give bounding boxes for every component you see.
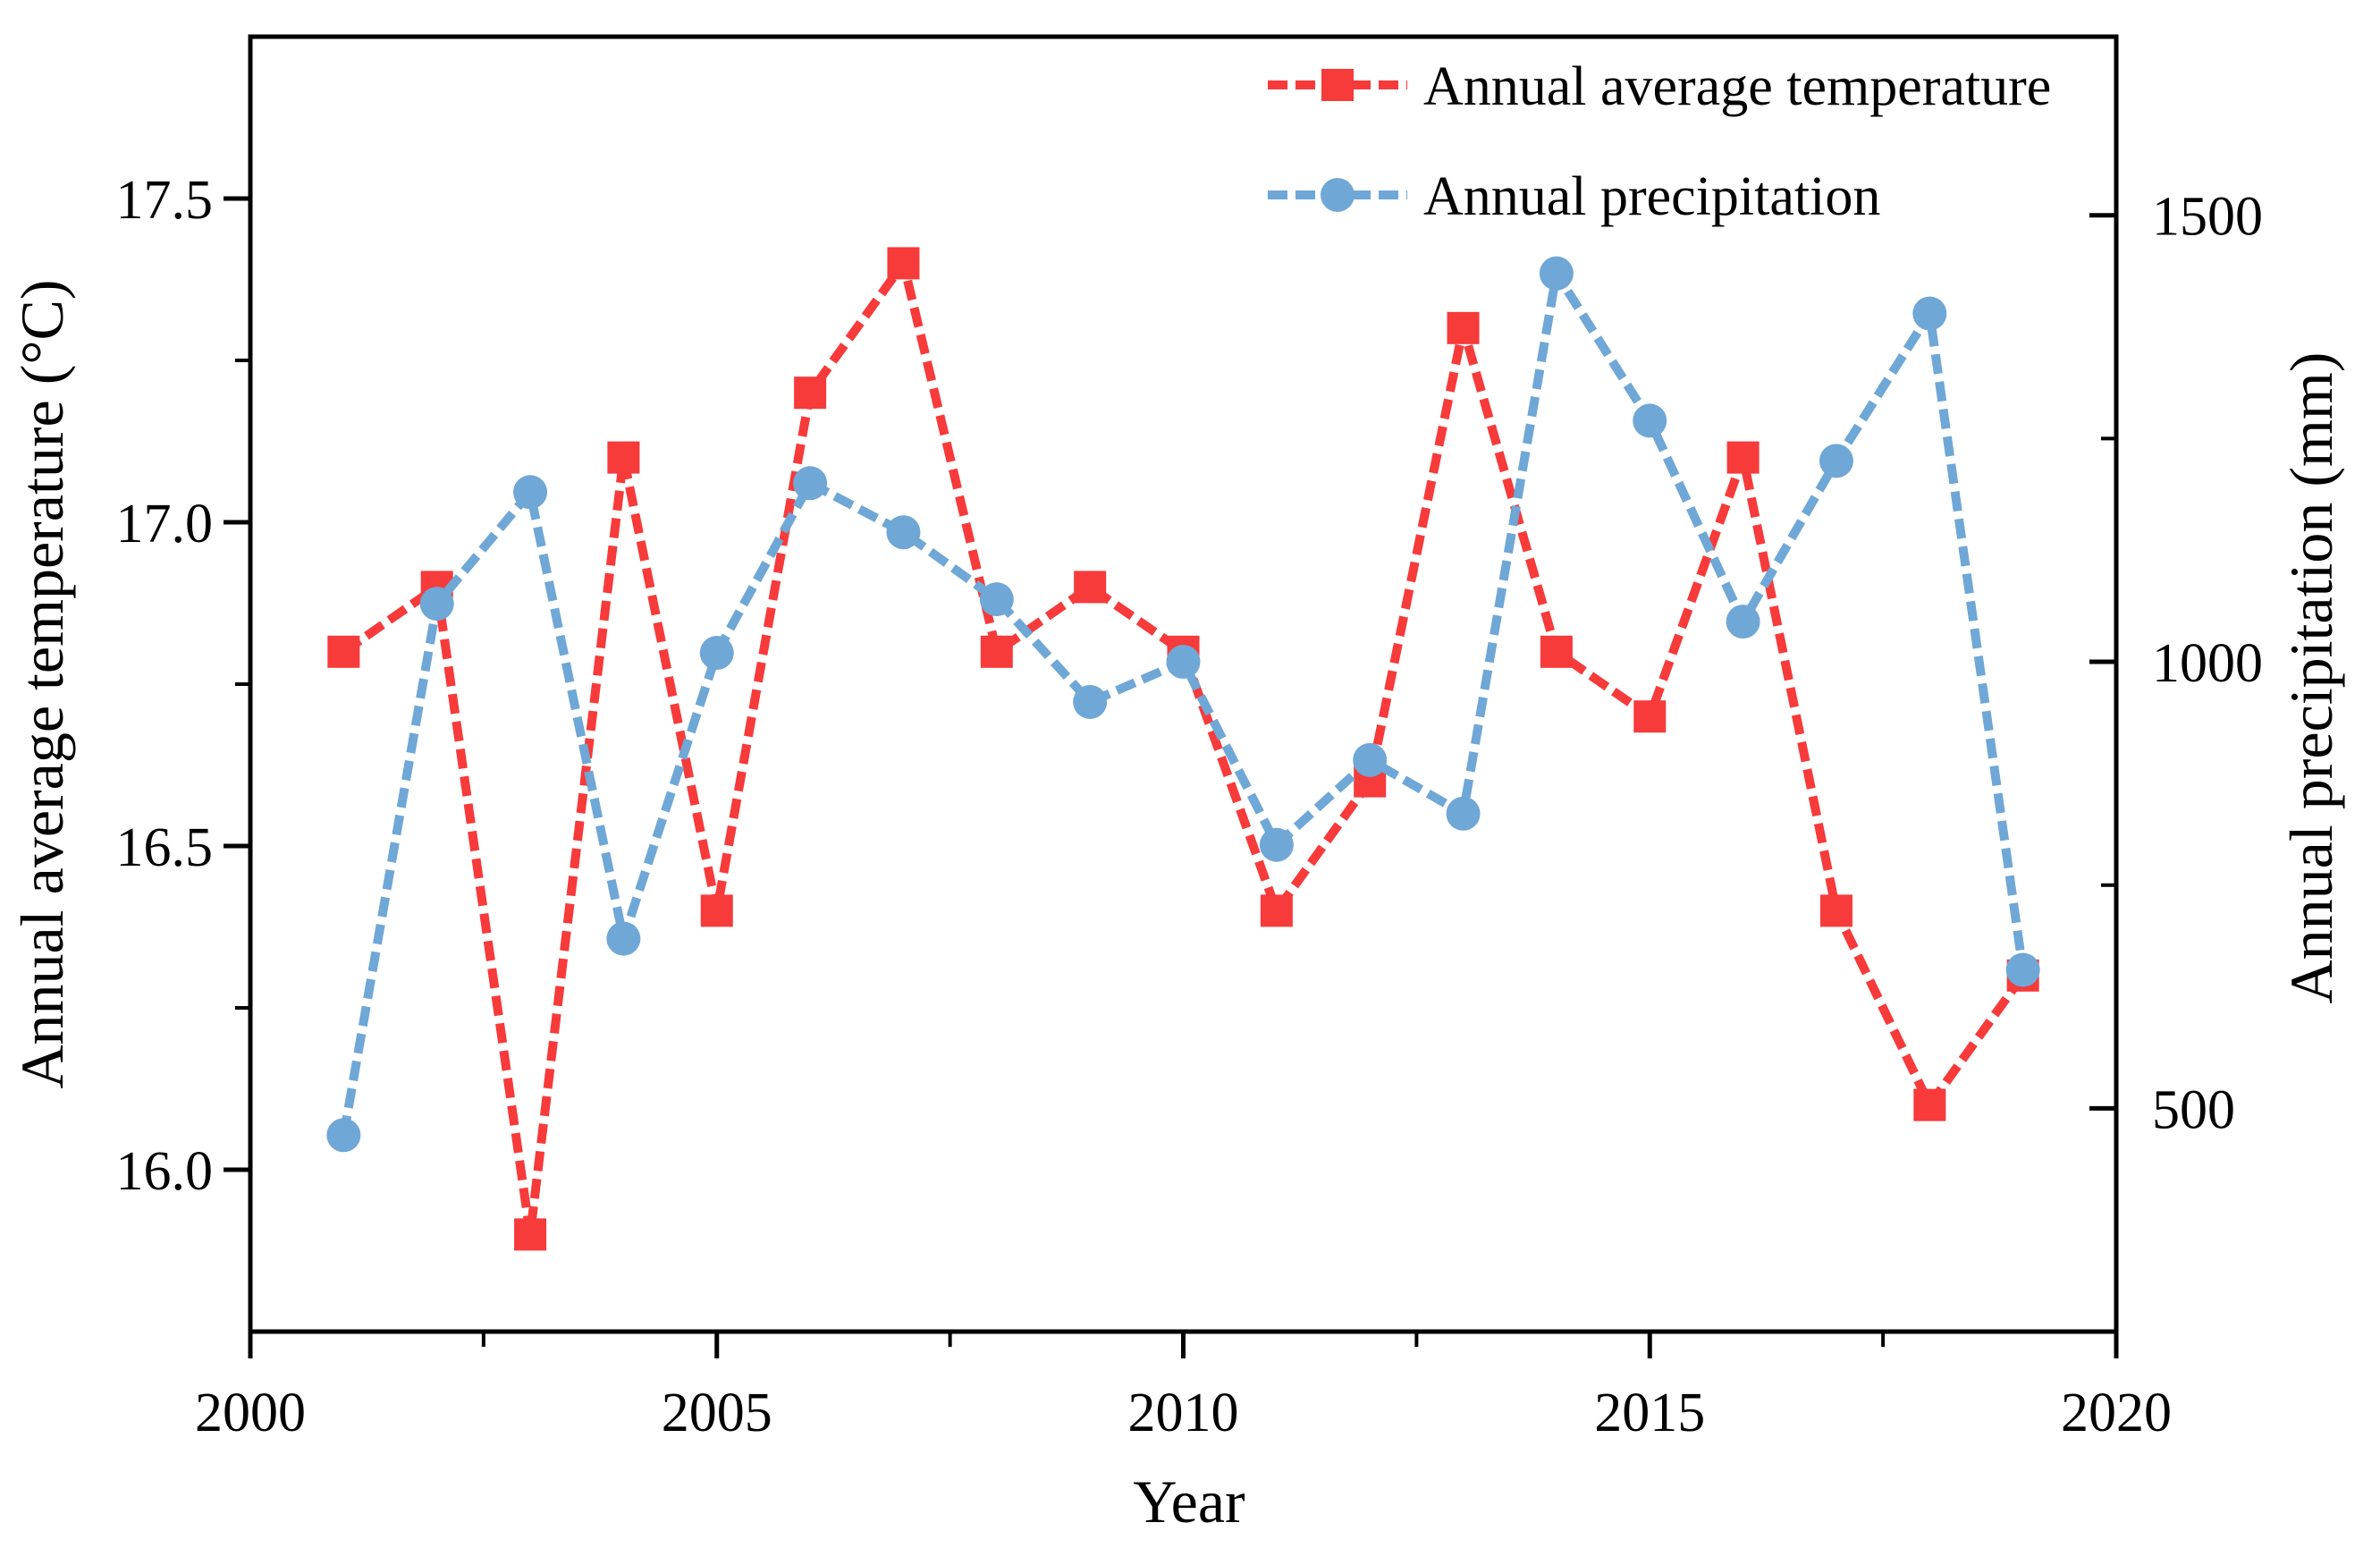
temperature-marker bbox=[887, 247, 920, 280]
y-right-tick-label: 500 bbox=[2152, 1079, 2235, 1140]
y-left-tick-label: 16.0 bbox=[116, 1141, 214, 1202]
precipitation-marker bbox=[1912, 296, 1947, 331]
x-axis-title: Year bbox=[1133, 1468, 1245, 1535]
precipitation-marker bbox=[1259, 827, 1294, 862]
x-tick-label: 2010 bbox=[1128, 1383, 1239, 1443]
precipitation-marker bbox=[419, 587, 454, 622]
temperature-marker bbox=[1913, 1088, 1946, 1121]
x-tick-label: 2005 bbox=[662, 1383, 772, 1443]
left-axis-title: Annual average temperature (°C) bbox=[8, 279, 76, 1088]
plot-area: 2000 2005 2010 2015 2020 16.0 16.5 17.0 17.5 500 1… bbox=[116, 34, 2263, 1443]
x-tick-label: 2015 bbox=[1594, 1383, 1705, 1443]
precipitation-marker bbox=[1353, 742, 1388, 777]
precipitation-marker bbox=[606, 921, 641, 956]
temperature-marker bbox=[700, 894, 733, 927]
precipitation-marker bbox=[2005, 952, 2040, 987]
right-axis-title: Annual precipitation (mm) bbox=[2277, 352, 2345, 1004]
legend-item-temperature: Annual average temperature bbox=[1268, 56, 2051, 117]
precipitation-marker bbox=[793, 466, 828, 501]
temperature-marker bbox=[794, 376, 827, 410]
temperature-marker bbox=[514, 1218, 547, 1251]
y-right-tick-label: 1500 bbox=[2152, 187, 2263, 248]
temperature-marker bbox=[1260, 894, 1293, 927]
precipitation-marker bbox=[1819, 444, 1853, 478]
legend-label-precipitation: Annual precipitation bbox=[1423, 166, 1880, 227]
legend-swatch-temperature bbox=[1321, 69, 1354, 101]
y-left-tick-label: 16.5 bbox=[116, 817, 214, 878]
precipitation-line bbox=[339, 260, 2028, 1137]
temperature-marker bbox=[1726, 441, 1760, 474]
precipitation-marker bbox=[513, 475, 548, 510]
y-left-tick-label: 17.0 bbox=[116, 494, 214, 554]
precipitation-marker bbox=[886, 515, 921, 550]
precipitation-marker bbox=[1073, 684, 1108, 719]
temperature-marker bbox=[1074, 571, 1107, 604]
legend-swatch-precipitation bbox=[1321, 178, 1355, 212]
temperature-marker bbox=[327, 635, 360, 668]
precipitation-marker bbox=[1166, 645, 1201, 680]
temperature-marker bbox=[1633, 700, 1667, 733]
y-right-tick-label: 1000 bbox=[2152, 633, 2263, 694]
temperature-marker bbox=[1819, 894, 1853, 927]
y-left-tick-label: 17.5 bbox=[116, 170, 214, 231]
plot-frame bbox=[248, 34, 2119, 1334]
precipitation-marker bbox=[979, 582, 1014, 617]
precipitation-marker bbox=[1446, 796, 1481, 831]
temperature-line bbox=[341, 252, 2027, 1236]
temperature-marker bbox=[1540, 635, 1573, 668]
legend-item-precipitation: Annual precipitation bbox=[1268, 166, 1880, 227]
precipitation-marker bbox=[326, 1118, 361, 1153]
legend: Annual average temperature Annual precipi… bbox=[1268, 56, 2051, 227]
precipitation-marker bbox=[699, 636, 734, 671]
temperature-marker bbox=[980, 635, 1013, 668]
temperature-marker bbox=[607, 441, 640, 474]
precipitation-marker bbox=[1539, 256, 1574, 291]
x-tick-label: 2020 bbox=[2061, 1383, 2172, 1443]
temperature-marker bbox=[1447, 311, 1480, 344]
legend-label-temperature: Annual average temperature bbox=[1423, 56, 2051, 117]
x-tick-label: 2000 bbox=[195, 1383, 306, 1443]
precipitation-marker bbox=[1633, 403, 1667, 438]
precipitation-marker bbox=[1726, 605, 1760, 639]
